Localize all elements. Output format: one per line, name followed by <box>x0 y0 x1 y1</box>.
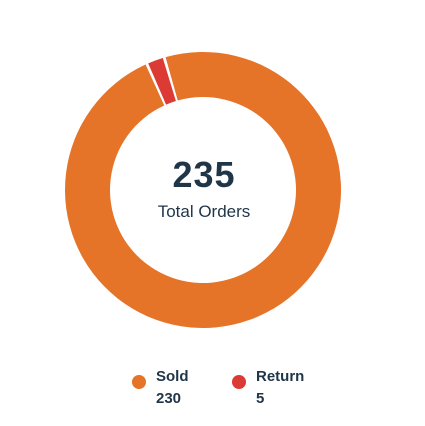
legend-label-sold: Sold <box>156 368 189 385</box>
slice-return <box>148 57 176 105</box>
return-dot-icon <box>232 375 246 389</box>
sold-dot-icon <box>132 375 146 389</box>
total-orders-label: Total Orders <box>157 202 251 221</box>
legend-value-return: 5 <box>256 390 265 407</box>
slice-sold <box>64 52 342 329</box>
total-orders-value: 235 <box>172 154 236 195</box>
legend-label-return: Return <box>256 368 305 385</box>
legend-value-sold: 230 <box>156 390 182 407</box>
